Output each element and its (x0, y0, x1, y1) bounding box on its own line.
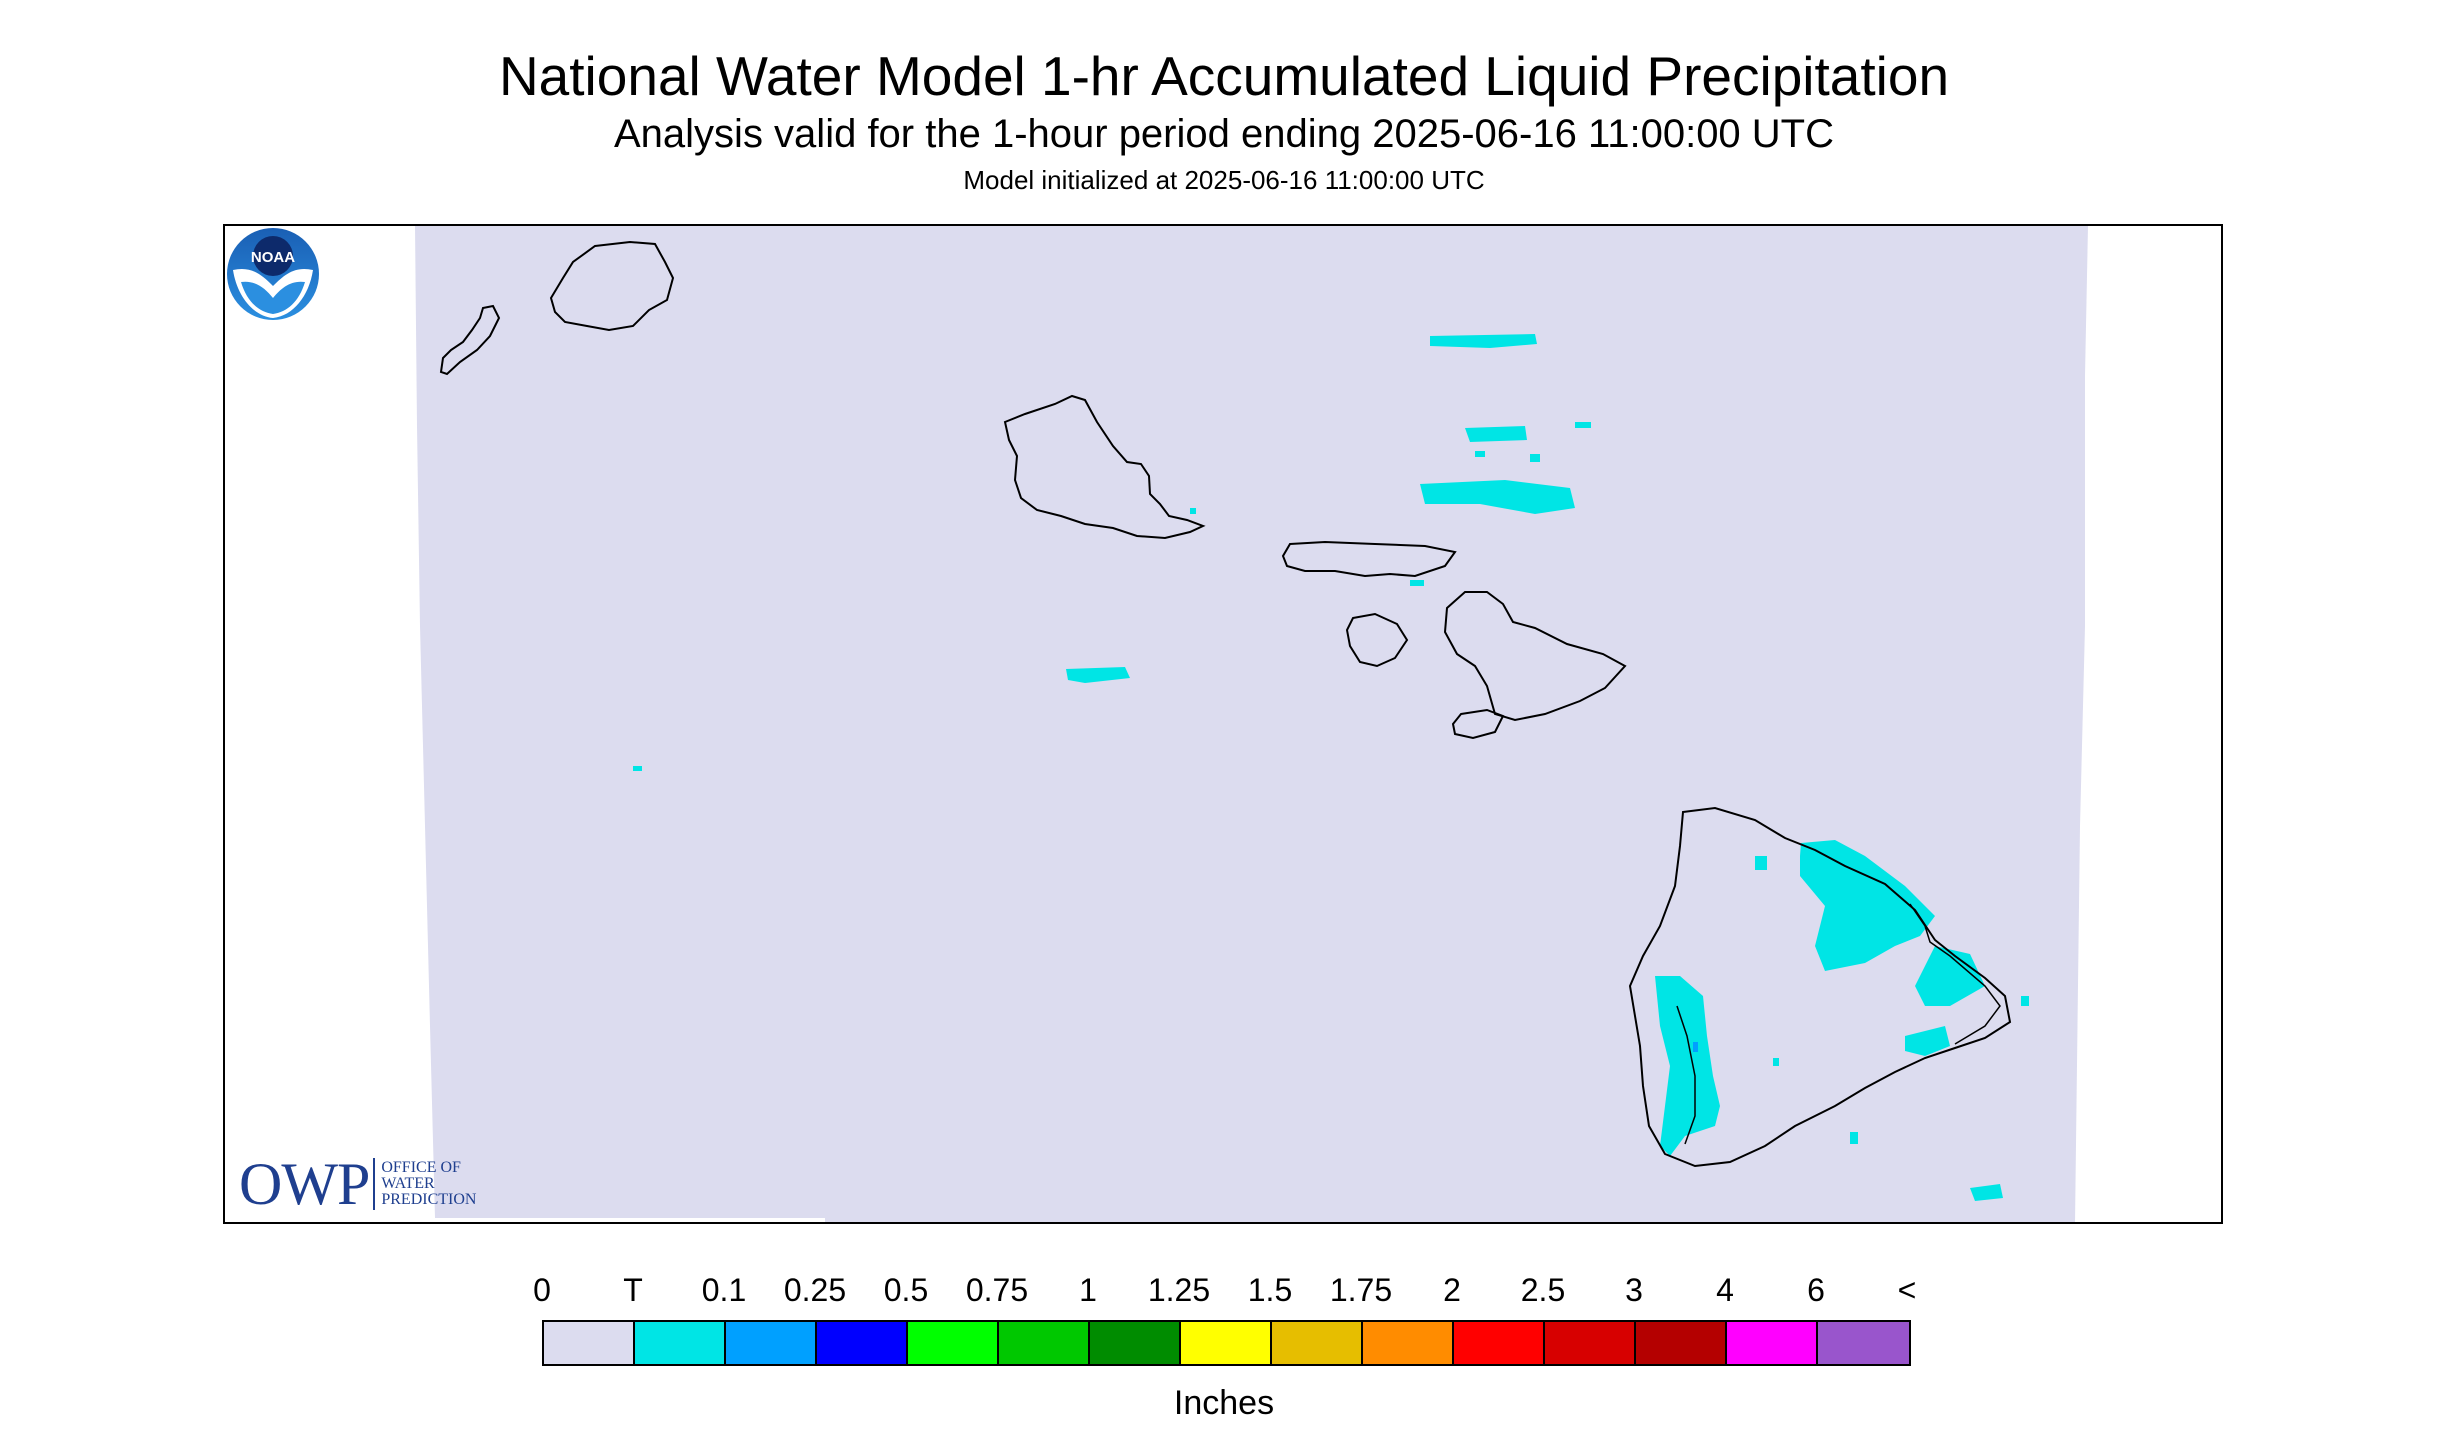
owp-caption-line: OFFICE OF (381, 1159, 461, 1176)
legend-tick-label: 0.5 (883, 1272, 929, 1308)
legend-swatch (999, 1322, 1090, 1364)
legend-tick-label: 1.75 (1329, 1272, 1393, 1308)
legend-tick-label: < (1897, 1272, 1917, 1308)
island-lanai (1345, 612, 1409, 668)
legend-tick-label: 0.1 (701, 1272, 747, 1308)
legend-tick-label: 0.25 (783, 1272, 847, 1308)
legend-swatch (1636, 1322, 1727, 1364)
hawaii-inner-line-west (1676, 1005, 1696, 1145)
precip-area (1915, 946, 1985, 1006)
legend-swatch (817, 1322, 908, 1364)
precip-area (1655, 976, 1720, 1156)
island-kahoolawe (1451, 708, 1505, 740)
legend-tick-label: 2 (1443, 1272, 1461, 1308)
island-niihau (439, 304, 501, 376)
legend-swatch (1363, 1322, 1454, 1364)
island-maui (1443, 591, 1627, 722)
model-domain (415, 226, 2088, 1222)
legend-tick-label: 1.5 (1247, 1272, 1293, 1308)
coastlines (439, 240, 2012, 1168)
precip-area (1475, 451, 1485, 457)
legend-swatch (544, 1322, 635, 1364)
precip-area (1465, 426, 1527, 442)
noaa-logo: NOAA (227, 228, 319, 320)
precip-area-0.1 (1693, 1042, 1698, 1052)
precip-area (1755, 856, 1767, 870)
legend-tick-label: 4 (1716, 1272, 1734, 1308)
owp-caption-line: WATER (381, 1175, 435, 1192)
precip-area (1190, 508, 1196, 514)
model-init-line: Model initialized at 2025-06-16 11:00:00… (963, 165, 1485, 195)
legend-tick-label: 0 (533, 1272, 551, 1308)
precip-area (1800, 840, 1935, 971)
precip-area (633, 766, 642, 771)
precip-area (1066, 667, 1130, 683)
precip-area (1575, 422, 1591, 428)
precip-area (1905, 1026, 1950, 1056)
legend-swatch (1818, 1322, 1909, 1364)
legend-swatch (1727, 1322, 1818, 1364)
hawaii-inner-line (1909, 903, 2001, 1045)
precip-area (1530, 454, 1540, 462)
map-svg (415, 226, 2088, 1222)
legend-swatch (726, 1322, 817, 1364)
legend-tick-label: 6 (1807, 1272, 1825, 1308)
precip-area (1970, 1184, 2003, 1201)
legend-swatch (1454, 1322, 1545, 1364)
owp-logo-caption: OFFICE OF WATER PREDICTION (381, 1160, 476, 1208)
owp-logo-text: OWP (239, 1151, 370, 1217)
map-title: National Water Model 1-hr Accumulated Li… (498, 45, 1950, 107)
precip-area (1430, 334, 1537, 348)
owp-caption-line: PREDICTION (381, 1191, 477, 1208)
legend-tick-label: 3 (1625, 1272, 1643, 1308)
precip-areas (633, 334, 2029, 1201)
precip-area (1773, 1058, 1779, 1066)
precip-area (1410, 580, 1424, 586)
legend-tick-label: T (623, 1272, 643, 1308)
precipitation-map: OWP OFFICE OF WATER PREDICTION NOAA (223, 224, 2223, 1224)
island-hawaii (1628, 806, 2012, 1168)
precip-area (1850, 1132, 1858, 1144)
legend-swatch (1272, 1322, 1363, 1364)
legend-swatch (1545, 1322, 1636, 1364)
legend-swatch (908, 1322, 999, 1364)
legend-tick-label: 0.75 (965, 1272, 1029, 1308)
legend-colorbar (542, 1320, 1911, 1366)
owp-logo: OWP OFFICE OF WATER PREDICTION (239, 1151, 476, 1217)
legend-swatch (1181, 1322, 1272, 1364)
legend-unit-label: Inches (1173, 1384, 1275, 1422)
island-oahu (1003, 394, 1206, 540)
island-molokai (1281, 540, 1457, 578)
island-kauai (549, 240, 675, 332)
legend-tick-label: 1.25 (1147, 1272, 1211, 1308)
legend-tick-label: 2.5 (1520, 1272, 1566, 1308)
noaa-logo-text: NOAA (251, 249, 295, 266)
map-subtitle: Analysis valid for the 1-hour period end… (614, 112, 1834, 156)
precip-area (1420, 480, 1575, 514)
legend-swatch (635, 1322, 726, 1364)
precip-area (2021, 996, 2029, 1006)
legend-swatch (1090, 1322, 1181, 1364)
legend-tick-label: 1 (1079, 1272, 1097, 1308)
owp-logo-divider (373, 1158, 376, 1210)
